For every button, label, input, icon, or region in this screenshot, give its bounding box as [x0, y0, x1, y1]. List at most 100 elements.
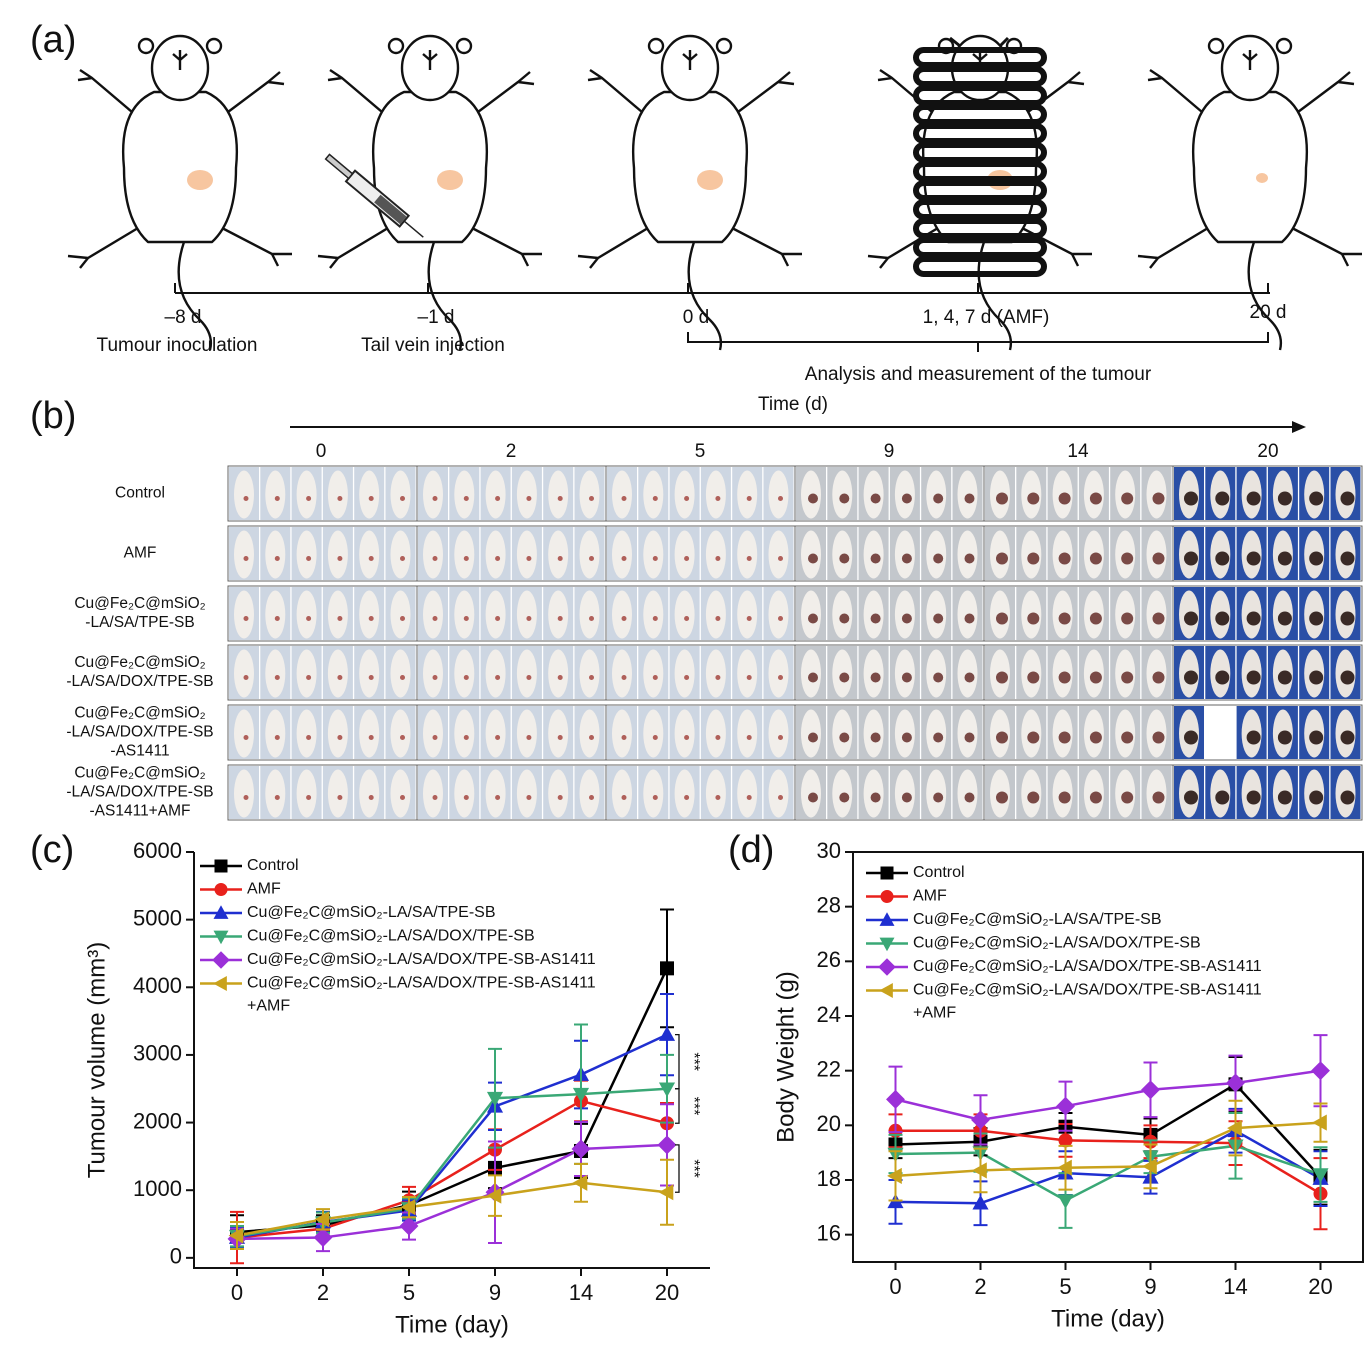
marker — [660, 961, 674, 976]
photo-tumour — [1309, 611, 1324, 626]
mouse-outline — [576, 34, 804, 352]
x-axis-label: Time (day) — [1051, 1305, 1165, 1332]
photo-tumour — [1246, 611, 1261, 626]
photo-tumour — [746, 556, 752, 561]
photo-mouse — [485, 590, 506, 639]
photo-tumour — [1309, 670, 1324, 685]
photo-mouse — [423, 590, 443, 639]
photo-tumour — [337, 556, 343, 561]
legend-marker — [880, 866, 894, 880]
time-label: 1, 4, 7 d (AMF) — [923, 307, 1050, 328]
photo-tumour — [1277, 551, 1292, 566]
photo-tumour — [400, 616, 405, 621]
photo-mouse — [579, 470, 600, 519]
photo-tumour — [1121, 791, 1134, 804]
photo-tumour — [901, 732, 912, 743]
photo-mouse — [265, 530, 286, 579]
y-tick-label: 26 — [817, 947, 841, 972]
photo-mouse — [359, 590, 380, 639]
row-label: -AS1411+AMF — [90, 803, 191, 820]
marker — [1141, 1080, 1160, 1100]
photo-tumour — [368, 556, 374, 561]
legend-label: Cu@Fe₂C@mSiO₂-LA/SA/DOX/TPE-SB-AS1411 — [247, 951, 596, 968]
panel-c: (c) 0 1000 2000 3000 4000 5000 6000 0 2 5 9 14 20 Time… — [30, 829, 710, 1338]
photo-mouse — [674, 769, 695, 818]
photo-tumour — [557, 675, 563, 680]
coil-loop — [913, 256, 1047, 277]
photo-tumour — [652, 675, 658, 680]
photo-tumour — [1089, 731, 1102, 744]
photo-tumour — [337, 616, 343, 621]
photo-mouse — [390, 470, 411, 519]
coil-loop — [913, 180, 1047, 201]
photo-mouse — [548, 470, 569, 519]
photo-mouse — [768, 709, 789, 758]
series-line — [236, 1143, 668, 1241]
photo-mouse — [485, 769, 506, 818]
photo-tumour — [1089, 612, 1102, 625]
syringe-plunger — [324, 153, 354, 180]
photo-tumour — [1340, 730, 1355, 745]
photo-tumour — [589, 735, 594, 740]
tumour — [697, 170, 723, 190]
marker — [400, 1199, 416, 1216]
photo-tumour — [1215, 551, 1230, 566]
photo-mouse — [737, 590, 758, 639]
photo-tumour — [368, 496, 374, 501]
coil-loop — [913, 218, 1047, 239]
photo-tumour — [495, 795, 501, 800]
panel-a: (a) –8 d Tumour inoculation –1 d Tail vein … — [30, 19, 1364, 385]
marker — [658, 1026, 676, 1041]
photo-tumour — [839, 493, 850, 504]
marker — [886, 1089, 905, 1109]
photo-tumour — [1215, 790, 1230, 805]
photo-mouse — [612, 769, 632, 818]
photo-mouse — [516, 709, 537, 758]
photo-tumour — [432, 795, 438, 800]
photo-tumour — [463, 616, 469, 621]
legend-label: Cu@Fe₂C@mSiO₂-LA/SA/TPE-SB — [913, 911, 1162, 928]
photo-tumour — [746, 795, 752, 800]
photo-tumour — [1340, 611, 1355, 626]
photo-mouse — [234, 590, 254, 639]
time-label: –1 d — [418, 307, 455, 328]
marker — [971, 1110, 990, 1130]
photo-tumour — [715, 556, 721, 561]
photo-tumour — [1184, 491, 1198, 506]
axis-label: Time (d) — [758, 394, 828, 415]
photo-tumour — [684, 496, 690, 501]
row-label: -LA/SA/DOX/TPE-SB — [66, 724, 213, 741]
photo-tumour — [808, 672, 818, 683]
photo-mouse — [674, 530, 695, 579]
photo-mouse — [327, 470, 348, 519]
photo-tumour — [274, 496, 280, 501]
x-tick-label: 14 — [1223, 1274, 1247, 1299]
marker — [571, 1139, 591, 1159]
y-tick-label: 1000 — [133, 1176, 182, 1201]
marker — [658, 1184, 674, 1201]
photo-tumour — [839, 613, 850, 624]
panel-label: (c) — [30, 829, 74, 871]
photo-mouse — [296, 649, 317, 698]
photo-tumour — [1152, 671, 1165, 684]
photo-tumour — [715, 496, 721, 501]
photo-mouse — [548, 709, 569, 758]
photo-tumour — [274, 735, 280, 740]
series-line — [895, 1121, 1321, 1178]
photo-mouse — [737, 530, 758, 579]
mouse-drawing — [866, 34, 1094, 352]
legend-label: AMF — [913, 888, 947, 905]
syringe-needle — [403, 220, 424, 238]
photo-tumour — [463, 496, 469, 501]
photo-mouse — [768, 649, 789, 698]
photo-tumour — [621, 675, 627, 680]
photo-tumour — [996, 612, 1008, 625]
photo-mouse — [705, 649, 726, 698]
photo-mouse — [390, 590, 411, 639]
mouse-drawing — [1136, 34, 1364, 352]
photo-mouse — [643, 590, 664, 639]
photo-mouse — [423, 769, 443, 818]
photo-mouse — [516, 769, 537, 818]
photo-mouse — [454, 769, 475, 818]
photo-mouse — [234, 769, 254, 818]
